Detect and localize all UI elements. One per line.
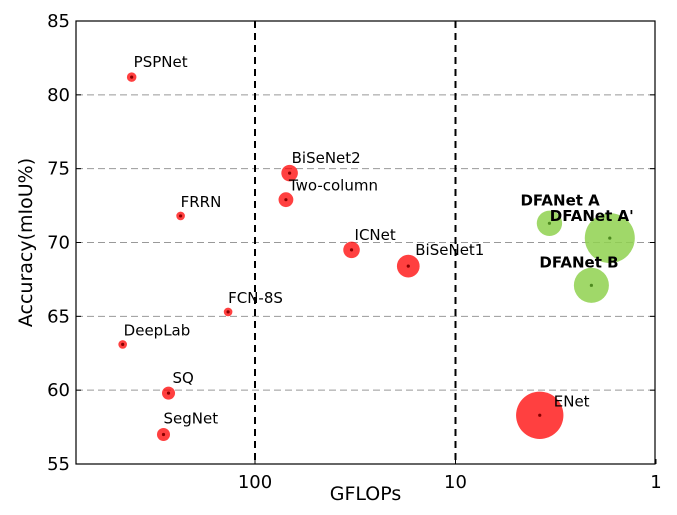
- data-point-center: [547, 221, 552, 225]
- x-axis-label: GFLOPs: [330, 483, 402, 505]
- data-point-center: [179, 214, 183, 218]
- x-tick-label: 1: [650, 472, 661, 493]
- y-tick-label: 85: [47, 11, 70, 32]
- y-tick-label: 70: [47, 233, 70, 254]
- x-tick-label: 100: [238, 472, 272, 493]
- data-point-label: DFANet A: [520, 191, 600, 209]
- axis-ticks: 55 60 65 70 75 80 85 100 10 1: [47, 11, 662, 493]
- data-point-label: FRRN: [181, 193, 222, 211]
- data-point-center: [226, 310, 230, 314]
- data-point-center: [121, 342, 125, 346]
- data-point-label: PSPNet: [134, 53, 188, 71]
- data-point-center: [288, 171, 292, 175]
- data-point-label: SegNet: [163, 409, 218, 427]
- data-point-label: FCN-8S: [228, 289, 283, 307]
- data-point-center: [130, 75, 134, 79]
- data-point-center: [589, 283, 593, 287]
- data-point-label: BiSeNet1: [415, 241, 484, 259]
- y-axis-label: Accuracy(mIoU%): [15, 158, 37, 327]
- data-point-label: ICNet: [355, 226, 396, 244]
- y-tick-label: 60: [47, 380, 70, 401]
- data-point-center: [608, 236, 612, 240]
- y-tick-label: 80: [47, 85, 70, 106]
- data-point-center: [284, 198, 288, 202]
- y-tick-label: 75: [47, 159, 70, 180]
- data-point-center: [406, 264, 410, 268]
- data-point-center: [538, 413, 542, 417]
- data-point-label: DFANet B: [539, 253, 618, 271]
- data-points: PSPNet FRRN DeepLab FCN-8S SQ SegNet BiSeNet2 T…: [118, 53, 635, 441]
- data-point-label: ENet: [554, 392, 590, 410]
- data-point-label: SQ: [173, 369, 194, 387]
- data-point-label: BiSeNet2: [292, 149, 361, 167]
- y-tick-label: 55: [47, 454, 70, 475]
- y-tick-label: 65: [47, 306, 70, 327]
- data-point-center: [161, 432, 166, 437]
- grid: [76, 21, 655, 464]
- x-tick-label: 10: [444, 472, 467, 493]
- data-point-label: DeepLab: [124, 321, 191, 339]
- data-point-center: [166, 391, 171, 395]
- data-point-center: [349, 248, 354, 252]
- data-point-label: Two-column: [288, 177, 378, 195]
- data-point-label: DFANet A': [550, 207, 634, 225]
